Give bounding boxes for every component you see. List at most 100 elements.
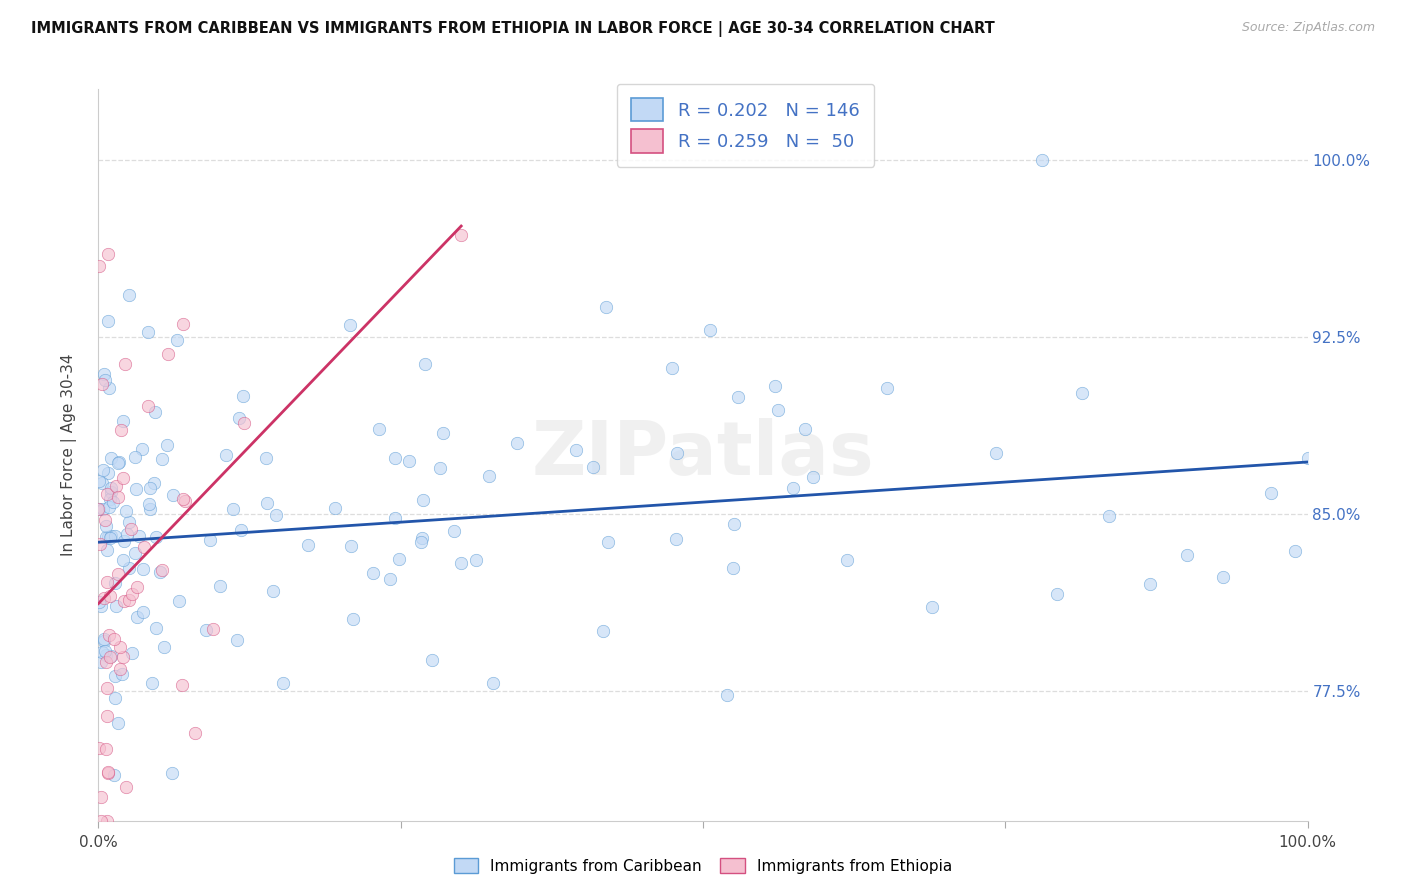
- Point: [117, 560, 139, 574]
- Point: [120, 522, 142, 536]
- Point: [432, 425, 454, 440]
- Point: [89, 502, 111, 516]
- Point: [665, 532, 688, 546]
- Point: [104, 669, 127, 683]
- Point: [699, 323, 721, 337]
- Point: [121, 646, 143, 660]
- Point: [665, 445, 688, 459]
- Point: [361, 566, 384, 581]
- Point: [209, 579, 232, 593]
- Point: [145, 621, 167, 635]
- Point: [596, 534, 619, 549]
- Point: [98, 492, 121, 507]
- Point: [1260, 486, 1282, 500]
- Point: [136, 325, 159, 339]
- Point: [384, 510, 406, 524]
- Point: [87, 595, 110, 609]
- Point: [380, 572, 402, 586]
- Point: [125, 580, 148, 594]
- Point: [98, 500, 121, 514]
- Point: [94, 530, 117, 544]
- Point: [128, 529, 150, 543]
- Point: [131, 605, 153, 619]
- Point: [921, 599, 943, 614]
- Point: [96, 543, 118, 558]
- Point: [94, 742, 117, 756]
- Point: [103, 632, 125, 647]
- Point: [592, 624, 614, 638]
- Point: [100, 484, 122, 499]
- Point: [450, 556, 472, 570]
- Point: [97, 314, 120, 328]
- Point: [93, 502, 115, 516]
- Point: [100, 451, 122, 466]
- Point: [111, 667, 134, 681]
- Point: [1098, 508, 1121, 523]
- Point: [271, 676, 294, 690]
- Point: [794, 421, 817, 435]
- Point: [170, 678, 193, 692]
- Point: [297, 538, 319, 552]
- Point: [90, 655, 112, 669]
- Point: [104, 691, 127, 706]
- Point: [124, 546, 146, 560]
- Y-axis label: In Labor Force | Age 30-34: In Labor Force | Age 30-34: [60, 353, 77, 557]
- Point: [429, 460, 451, 475]
- Point: [768, 403, 790, 417]
- Point: [222, 502, 245, 516]
- Point: [661, 361, 683, 376]
- Point: [97, 764, 120, 779]
- Point: [482, 675, 505, 690]
- Point: [232, 416, 254, 430]
- Point: [413, 357, 436, 371]
- Point: [104, 529, 127, 543]
- Point: [228, 410, 250, 425]
- Point: [91, 377, 114, 392]
- Point: [118, 593, 141, 607]
- Point: [118, 287, 141, 301]
- Point: [1071, 385, 1094, 400]
- Point: [91, 645, 114, 659]
- Point: [112, 594, 135, 608]
- Point: [342, 612, 364, 626]
- Point: [97, 381, 120, 395]
- Point: [1046, 587, 1069, 601]
- Point: [172, 317, 194, 331]
- Point: [1212, 570, 1234, 584]
- Point: [90, 599, 112, 614]
- Point: [478, 468, 501, 483]
- Point: [125, 610, 148, 624]
- Point: [801, 470, 824, 484]
- Point: [384, 451, 406, 466]
- Point: [149, 566, 172, 580]
- Point: [107, 490, 129, 504]
- Point: [339, 539, 361, 553]
- Point: [97, 766, 120, 780]
- Point: [1031, 153, 1053, 167]
- Point: [763, 378, 786, 392]
- Point: [111, 553, 134, 567]
- Point: [96, 486, 118, 500]
- Point: [107, 456, 129, 470]
- Point: [984, 445, 1007, 459]
- Point: [93, 632, 115, 647]
- Point: [876, 381, 898, 395]
- Point: [153, 640, 176, 654]
- Point: [716, 689, 738, 703]
- Point: [91, 463, 114, 477]
- Point: [104, 575, 127, 590]
- Point: [94, 373, 117, 387]
- Point: [721, 560, 744, 574]
- Point: [89, 741, 111, 756]
- Point: [215, 448, 238, 462]
- Point: [138, 497, 160, 511]
- Point: [91, 475, 114, 490]
- Point: [101, 495, 124, 509]
- Point: [420, 653, 443, 667]
- Point: [107, 716, 129, 731]
- Point: [98, 589, 121, 603]
- Point: [110, 640, 132, 655]
- Point: [339, 318, 361, 332]
- Point: [87, 259, 110, 273]
- Point: [727, 390, 749, 404]
